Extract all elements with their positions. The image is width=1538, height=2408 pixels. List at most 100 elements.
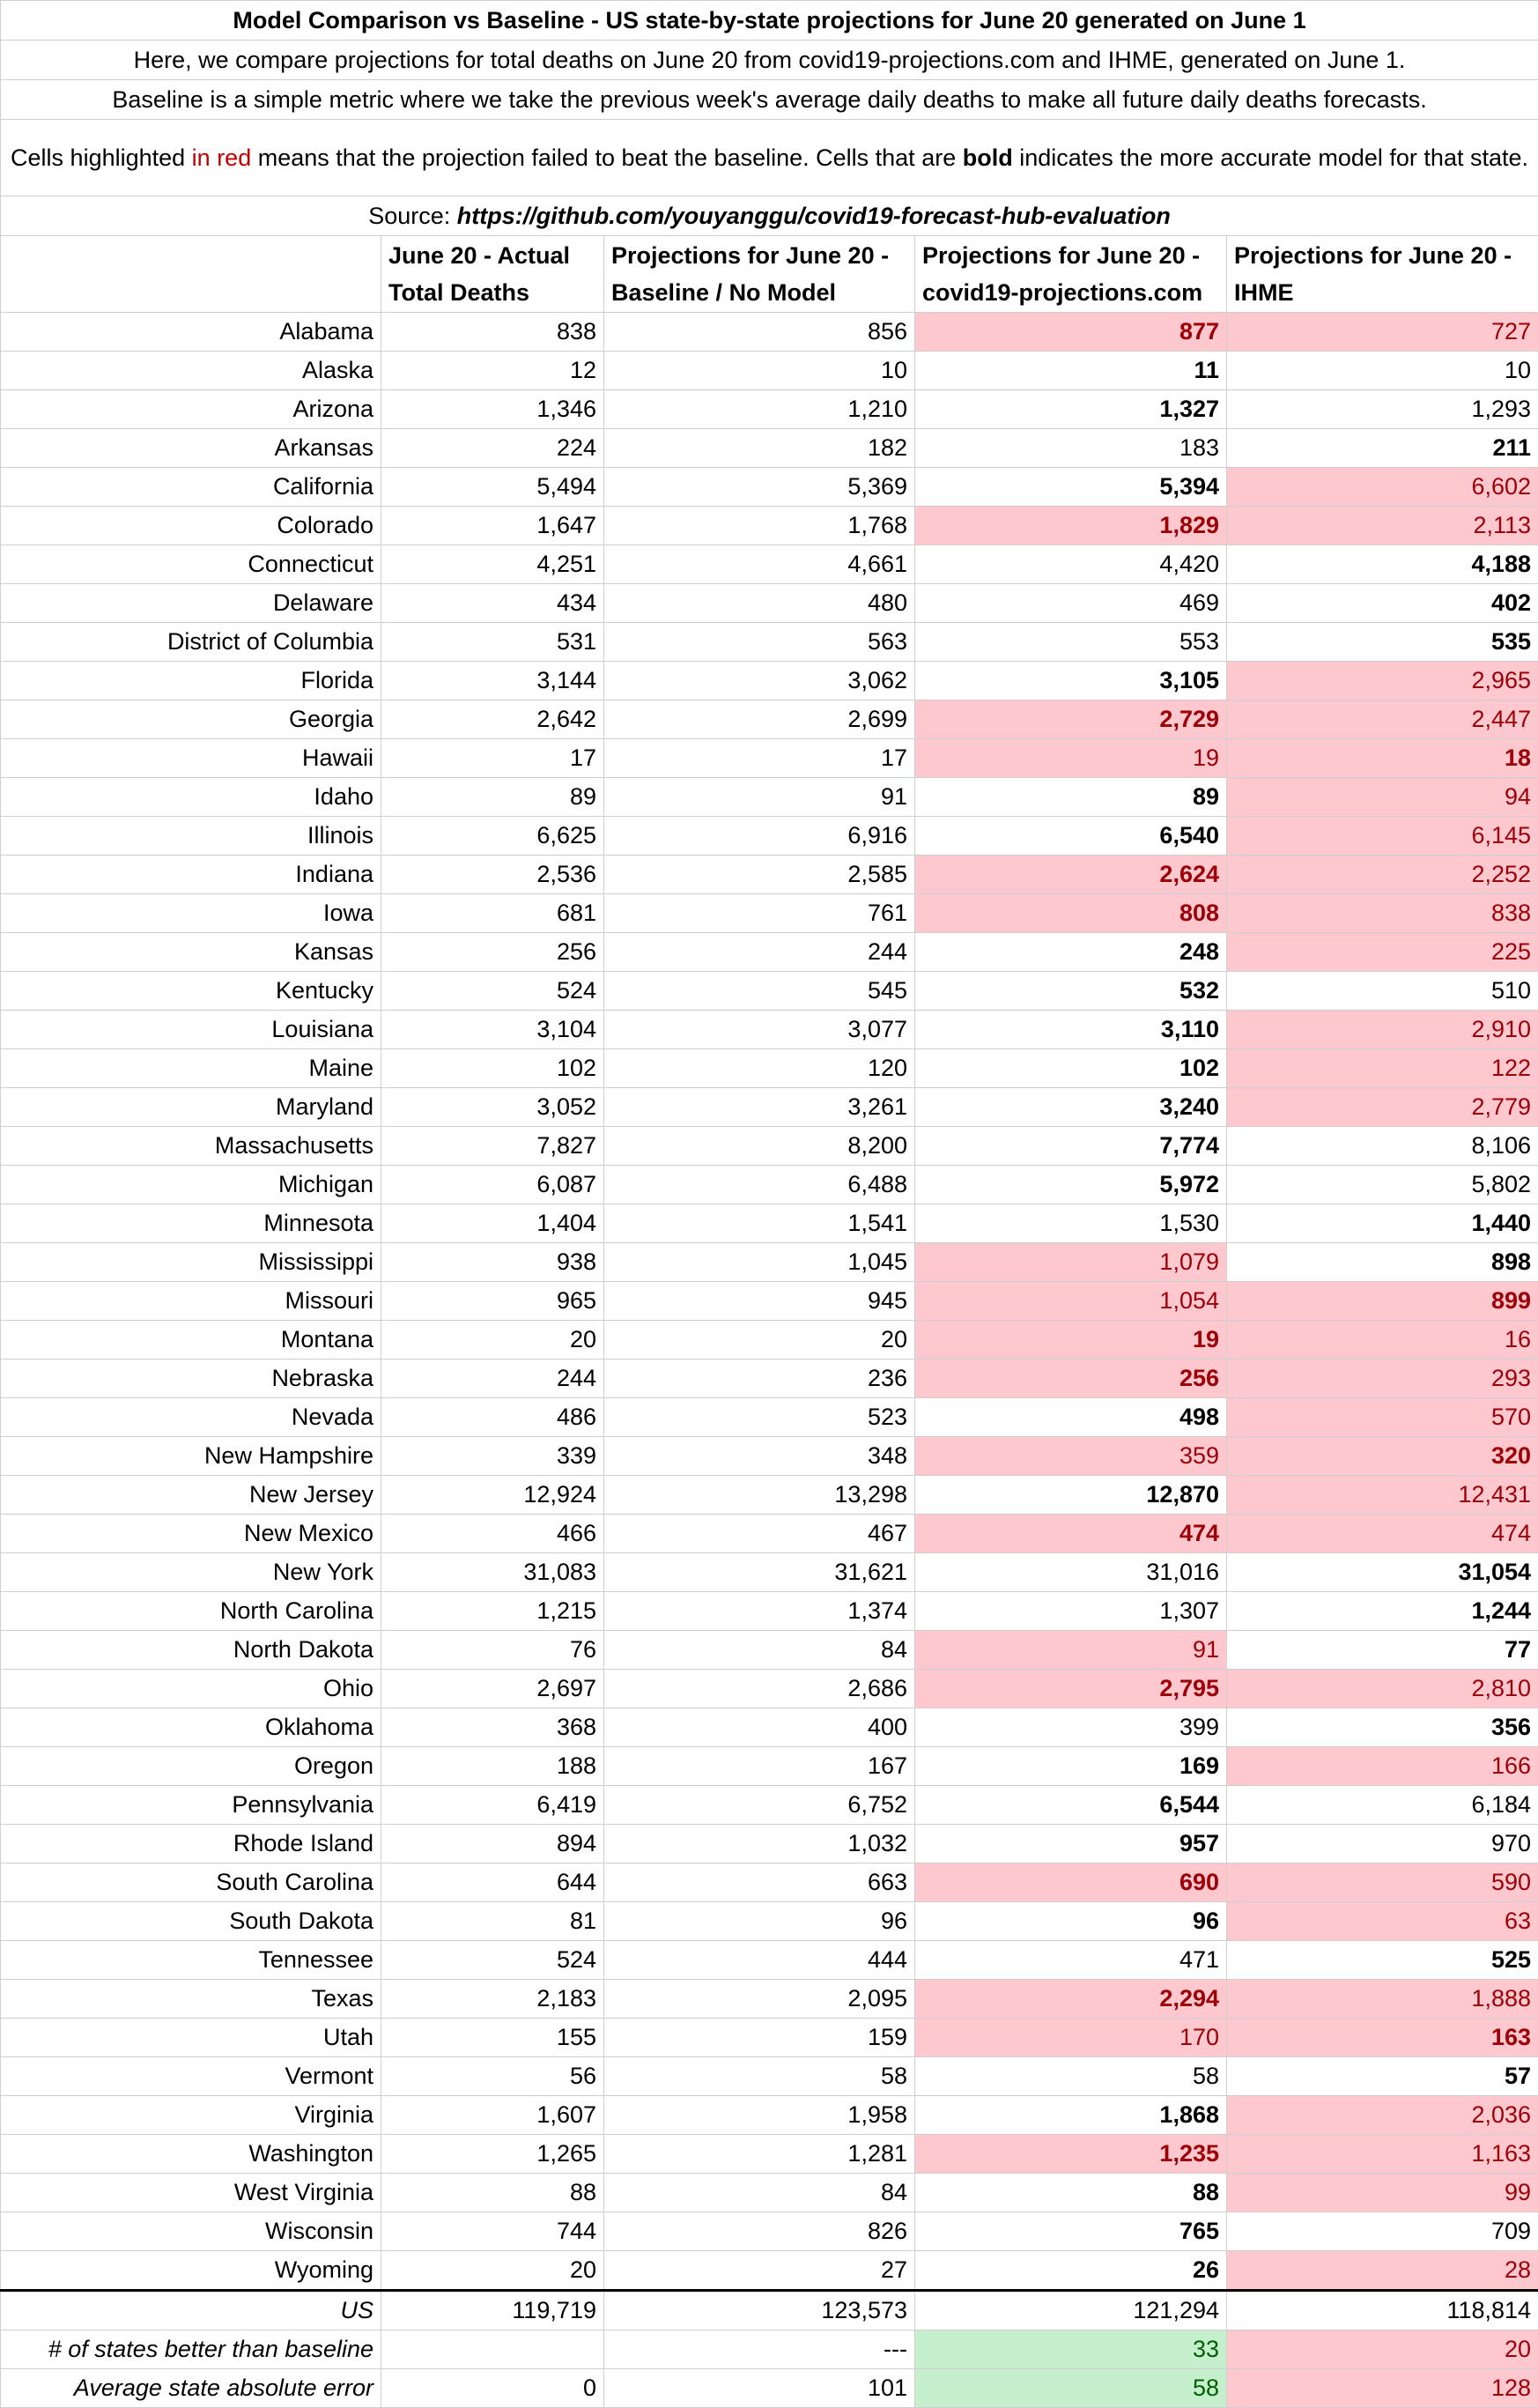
- ihme-projection: 525: [1227, 1941, 1538, 1980]
- state-name: Alaska: [1, 352, 381, 390]
- state-name: South Dakota: [1, 1902, 381, 1941]
- actual-deaths: 102: [381, 1049, 604, 1088]
- actual-deaths: 12: [381, 352, 604, 390]
- baseline-projection: 2,095: [604, 1980, 915, 2019]
- actual-deaths: 76: [381, 1631, 604, 1670]
- summary-ihme: 118,814: [1227, 2291, 1538, 2330]
- c19-projection: 6,544: [915, 1786, 1227, 1825]
- baseline-projection: 480: [604, 584, 915, 623]
- actual-deaths: 155: [381, 2019, 604, 2057]
- baseline-projection: 167: [604, 1747, 915, 1786]
- ihme-projection: 2,113: [1227, 507, 1538, 545]
- c19-projection: 690: [915, 1863, 1227, 1902]
- baseline-projection: 120: [604, 1049, 915, 1088]
- c19-projection: 1,868: [915, 2096, 1227, 2135]
- baseline-projection: 467: [604, 1515, 915, 1553]
- state-name: Arkansas: [1, 429, 381, 468]
- baseline-projection: 1,045: [604, 1243, 915, 1282]
- baseline-projection: 2,686: [604, 1670, 915, 1708]
- baseline-projection: 663: [604, 1863, 915, 1902]
- state-name: Iowa: [1, 894, 381, 933]
- baseline-projection: 1,374: [604, 1592, 915, 1631]
- c19-projection: 532: [915, 972, 1227, 1011]
- c19-projection: 91: [915, 1631, 1227, 1670]
- c19-projection: 26: [915, 2251, 1227, 2291]
- c19-projection: 6,540: [915, 817, 1227, 856]
- baseline-projection: 1,281: [604, 2135, 915, 2174]
- description-line-2: Baseline is a simple metric where we tak…: [1, 80, 1538, 120]
- actual-deaths: 681: [381, 894, 604, 933]
- state-name: Montana: [1, 1321, 381, 1360]
- actual-deaths: 6,419: [381, 1786, 604, 1825]
- ihme-projection: 99: [1227, 2174, 1538, 2212]
- actual-deaths: 1,346: [381, 390, 604, 429]
- baseline-projection: 6,916: [604, 817, 915, 856]
- column-header-c19: Projections for June 20 - covid19-projec…: [915, 236, 1227, 313]
- ihme-projection: 31,054: [1227, 1553, 1538, 1592]
- ihme-projection: 4,188: [1227, 545, 1538, 584]
- state-name: Nebraska: [1, 1360, 381, 1398]
- c19-projection: 469: [915, 584, 1227, 623]
- baseline-projection: 84: [604, 1631, 915, 1670]
- ihme-projection: 293: [1227, 1360, 1538, 1398]
- actual-deaths: 3,104: [381, 1011, 604, 1049]
- actual-deaths: 12,924: [381, 1476, 604, 1515]
- baseline-projection: 761: [604, 894, 915, 933]
- baseline-projection: 27: [604, 2251, 915, 2291]
- actual-deaths: 256: [381, 933, 604, 972]
- c19-projection: 359: [915, 1437, 1227, 1476]
- state-name: Louisiana: [1, 1011, 381, 1049]
- ihme-projection: 1,244: [1227, 1592, 1538, 1631]
- baseline-projection: 13,298: [604, 1476, 915, 1515]
- c19-projection: 88: [915, 2174, 1227, 2212]
- baseline-projection: 6,488: [604, 1166, 915, 1204]
- ihme-projection: 8,106: [1227, 1127, 1538, 1166]
- baseline-projection: 348: [604, 1437, 915, 1476]
- baseline-projection: 96: [604, 1902, 915, 1941]
- actual-deaths: 6,087: [381, 1166, 604, 1204]
- c19-projection: 471: [915, 1941, 1227, 1980]
- baseline-projection: 826: [604, 2212, 915, 2251]
- actual-deaths: 6,625: [381, 817, 604, 856]
- state-name: Florida: [1, 662, 381, 700]
- source-link[interactable]: https://github.com/youyanggu/covid19-for…: [457, 203, 1171, 229]
- c19-projection: 183: [915, 429, 1227, 468]
- actual-deaths: 89: [381, 778, 604, 817]
- actual-deaths: 224: [381, 429, 604, 468]
- state-name: Illinois: [1, 817, 381, 856]
- state-name: West Virginia: [1, 2174, 381, 2212]
- state-name: California: [1, 468, 381, 507]
- baseline-projection: 1,032: [604, 1825, 915, 1863]
- c19-projection: 553: [915, 623, 1227, 662]
- baseline-projection: 236: [604, 1360, 915, 1398]
- actual-deaths: 466: [381, 1515, 604, 1553]
- actual-deaths: 2,536: [381, 856, 604, 894]
- state-name: Oregon: [1, 1747, 381, 1786]
- baseline-projection: 10: [604, 352, 915, 390]
- ihme-projection: 163: [1227, 2019, 1538, 2057]
- baseline-projection: 17: [604, 739, 915, 778]
- ihme-projection: 474: [1227, 1515, 1538, 1553]
- baseline-projection: 91: [604, 778, 915, 817]
- description-line-1: Here, we compare projections for total d…: [1, 41, 1538, 80]
- c19-projection: 3,240: [915, 1088, 1227, 1127]
- ihme-projection: 18: [1227, 739, 1538, 778]
- ihme-projection: 838: [1227, 894, 1538, 933]
- state-name: Delaware: [1, 584, 381, 623]
